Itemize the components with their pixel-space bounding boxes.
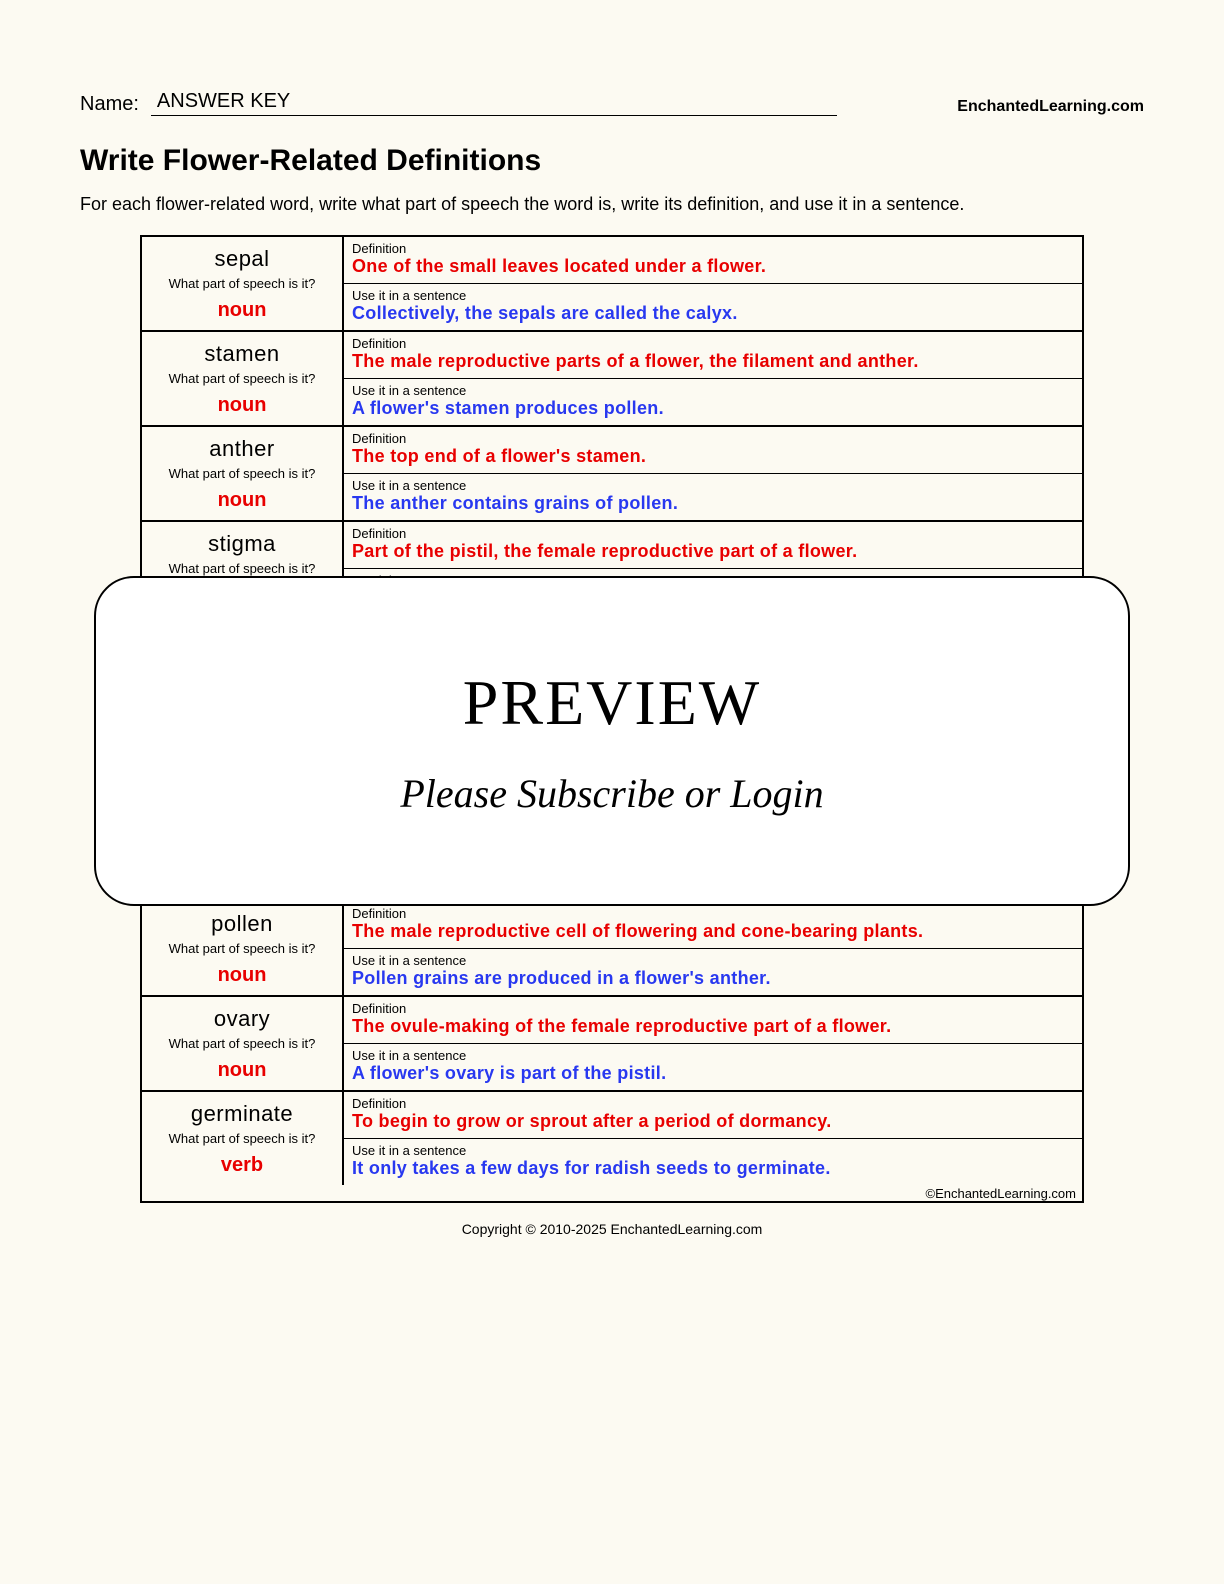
- sentence-cell: Use it in a sentenceThe anther contains …: [344, 473, 1082, 520]
- definition-text: To begin to grow or sprout after a perio…: [352, 1111, 1074, 1132]
- definition-text: Part of the pistil, the female reproduct…: [352, 541, 1074, 562]
- detail-cell: DefinitionThe male reproductive parts of…: [342, 332, 1082, 425]
- pos-question: What part of speech is it?: [169, 941, 316, 956]
- definition-cell: DefinitionTo begin to grow or sprout aft…: [344, 1092, 1082, 1138]
- word: stamen: [204, 341, 279, 367]
- word-cell: sepal What part of speech is it? noun: [142, 237, 342, 330]
- definition-label: Definition: [352, 336, 1074, 351]
- sentence-text: It only takes a few days for radish seed…: [352, 1158, 1074, 1179]
- detail-cell: DefinitionOne of the small leaves locate…: [342, 237, 1082, 330]
- word: pollen: [211, 911, 273, 937]
- definition-text: The male reproductive parts of a flower,…: [352, 351, 1074, 372]
- definition-text: The ovule-making of the female reproduct…: [352, 1016, 1074, 1037]
- definition-label: Definition: [352, 1096, 1074, 1111]
- preview-title: PREVIEW: [463, 666, 761, 740]
- name-label: Name:: [80, 93, 139, 116]
- table-row: stamen What part of speech is it? noun Defi…: [142, 330, 1082, 425]
- table-row: germinate What part of speech is it? verb D…: [142, 1090, 1082, 1185]
- pos-answer: noun: [218, 394, 267, 417]
- detail-cell: DefinitionThe ovule-making of the female…: [342, 997, 1082, 1090]
- word: anther: [209, 436, 274, 462]
- instructions: For each flower-related word, write what…: [80, 194, 1144, 215]
- word-cell: anther What part of speech is it? noun: [142, 427, 342, 520]
- pos-question: What part of speech is it?: [169, 1036, 316, 1051]
- pos-answer: noun: [218, 1059, 267, 1082]
- definition-cell: DefinitionThe male reproductive cell of …: [344, 902, 1082, 948]
- sentence-label: Use it in a sentence: [352, 478, 1074, 493]
- sentence-cell: Use it in a sentencePollen grains are pr…: [344, 948, 1082, 995]
- word-cell: ovary What part of speech is it? noun: [142, 997, 342, 1090]
- pos-question: What part of speech is it?: [169, 1131, 316, 1146]
- sentence-label: Use it in a sentence: [352, 953, 1074, 968]
- sentence-text: A flower's ovary is part of the pistil.: [352, 1063, 1074, 1084]
- sentence-cell: Use it in a sentenceA flower's stamen pr…: [344, 378, 1082, 425]
- word: sepal: [214, 246, 269, 272]
- sentence-text: A flower's stamen produces pollen.: [352, 398, 1074, 419]
- copyright-footer: Copyright © 2010-2025 EnchantedLearning.…: [80, 1221, 1144, 1237]
- pos-answer: verb: [221, 1154, 263, 1177]
- definition-cell: DefinitionPart of the pistil, the female…: [344, 522, 1082, 568]
- definition-cell: DefinitionThe ovule-making of the female…: [344, 997, 1082, 1043]
- definition-text: One of the small leaves located under a …: [352, 256, 1074, 277]
- sentence-text: Pollen grains are produced in a flower's…: [352, 968, 1074, 989]
- word-cell: germinate What part of speech is it? verb: [142, 1092, 342, 1185]
- pos-question: What part of speech is it?: [169, 276, 316, 291]
- sentence-cell: Use it in a sentenceIt only takes a few …: [344, 1138, 1082, 1185]
- pos-answer: noun: [218, 964, 267, 987]
- definition-label: Definition: [352, 431, 1074, 446]
- definition-label: Definition: [352, 1001, 1074, 1016]
- header-row: Name: ANSWER KEY EnchantedLearning.com: [80, 90, 1144, 116]
- table-row: sepal What part of speech is it? noun Defin…: [142, 237, 1082, 330]
- word: stigma: [208, 531, 276, 557]
- definition-cell: DefinitionOne of the small leaves locate…: [344, 237, 1082, 283]
- definition-label: Definition: [352, 906, 1074, 921]
- sentence-label: Use it in a sentence: [352, 1143, 1074, 1158]
- name-value: ANSWER KEY: [151, 90, 837, 116]
- preview-overlay: PREVIEW Please Subscribe or Login: [94, 576, 1130, 906]
- name-block: Name: ANSWER KEY: [80, 90, 957, 116]
- table-row: pollen What part of speech is it? noun Defi…: [142, 900, 1082, 995]
- page-title: Write Flower-Related Definitions: [80, 144, 1144, 178]
- word-cell: pollen What part of speech is it? noun: [142, 902, 342, 995]
- definition-cell: DefinitionThe male reproductive parts of…: [344, 332, 1082, 378]
- definition-text: The male reproductive cell of flowering …: [352, 921, 1074, 942]
- word: germinate: [191, 1101, 293, 1127]
- table-credit: ©EnchantedLearning.com: [142, 1185, 1082, 1201]
- definition-label: Definition: [352, 526, 1074, 541]
- preview-subtitle: Please Subscribe or Login: [400, 770, 823, 817]
- table-row: ovary What part of speech is it? noun Defin…: [142, 995, 1082, 1090]
- sentence-label: Use it in a sentence: [352, 288, 1074, 303]
- sentence-text: Collectively, the sepals are called the …: [352, 303, 1074, 324]
- sentence-label: Use it in a sentence: [352, 1048, 1074, 1063]
- word: ovary: [214, 1006, 270, 1032]
- word-cell: stamen What part of speech is it? noun: [142, 332, 342, 425]
- pos-question: What part of speech is it?: [169, 466, 316, 481]
- definition-label: Definition: [352, 241, 1074, 256]
- brand-label: EnchantedLearning.com: [957, 98, 1144, 116]
- pos-question: What part of speech is it?: [169, 561, 316, 576]
- definition-cell: DefinitionThe top end of a flower's stam…: [344, 427, 1082, 473]
- pos-answer: noun: [218, 299, 267, 322]
- table-row: anther What part of speech is it? noun Defi…: [142, 425, 1082, 520]
- sentence-label: Use it in a sentence: [352, 383, 1074, 398]
- definition-text: The top end of a flower's stamen.: [352, 446, 1074, 467]
- sentence-text: The anther contains grains of pollen.: [352, 493, 1074, 514]
- pos-question: What part of speech is it?: [169, 371, 316, 386]
- pos-answer: noun: [218, 489, 267, 512]
- detail-cell: DefinitionThe top end of a flower's stam…: [342, 427, 1082, 520]
- detail-cell: DefinitionThe male reproductive cell of …: [342, 902, 1082, 995]
- sentence-cell: Use it in a sentenceCollectively, the se…: [344, 283, 1082, 330]
- detail-cell: DefinitionTo begin to grow or sprout aft…: [342, 1092, 1082, 1185]
- sentence-cell: Use it in a sentenceA flower's ovary is …: [344, 1043, 1082, 1090]
